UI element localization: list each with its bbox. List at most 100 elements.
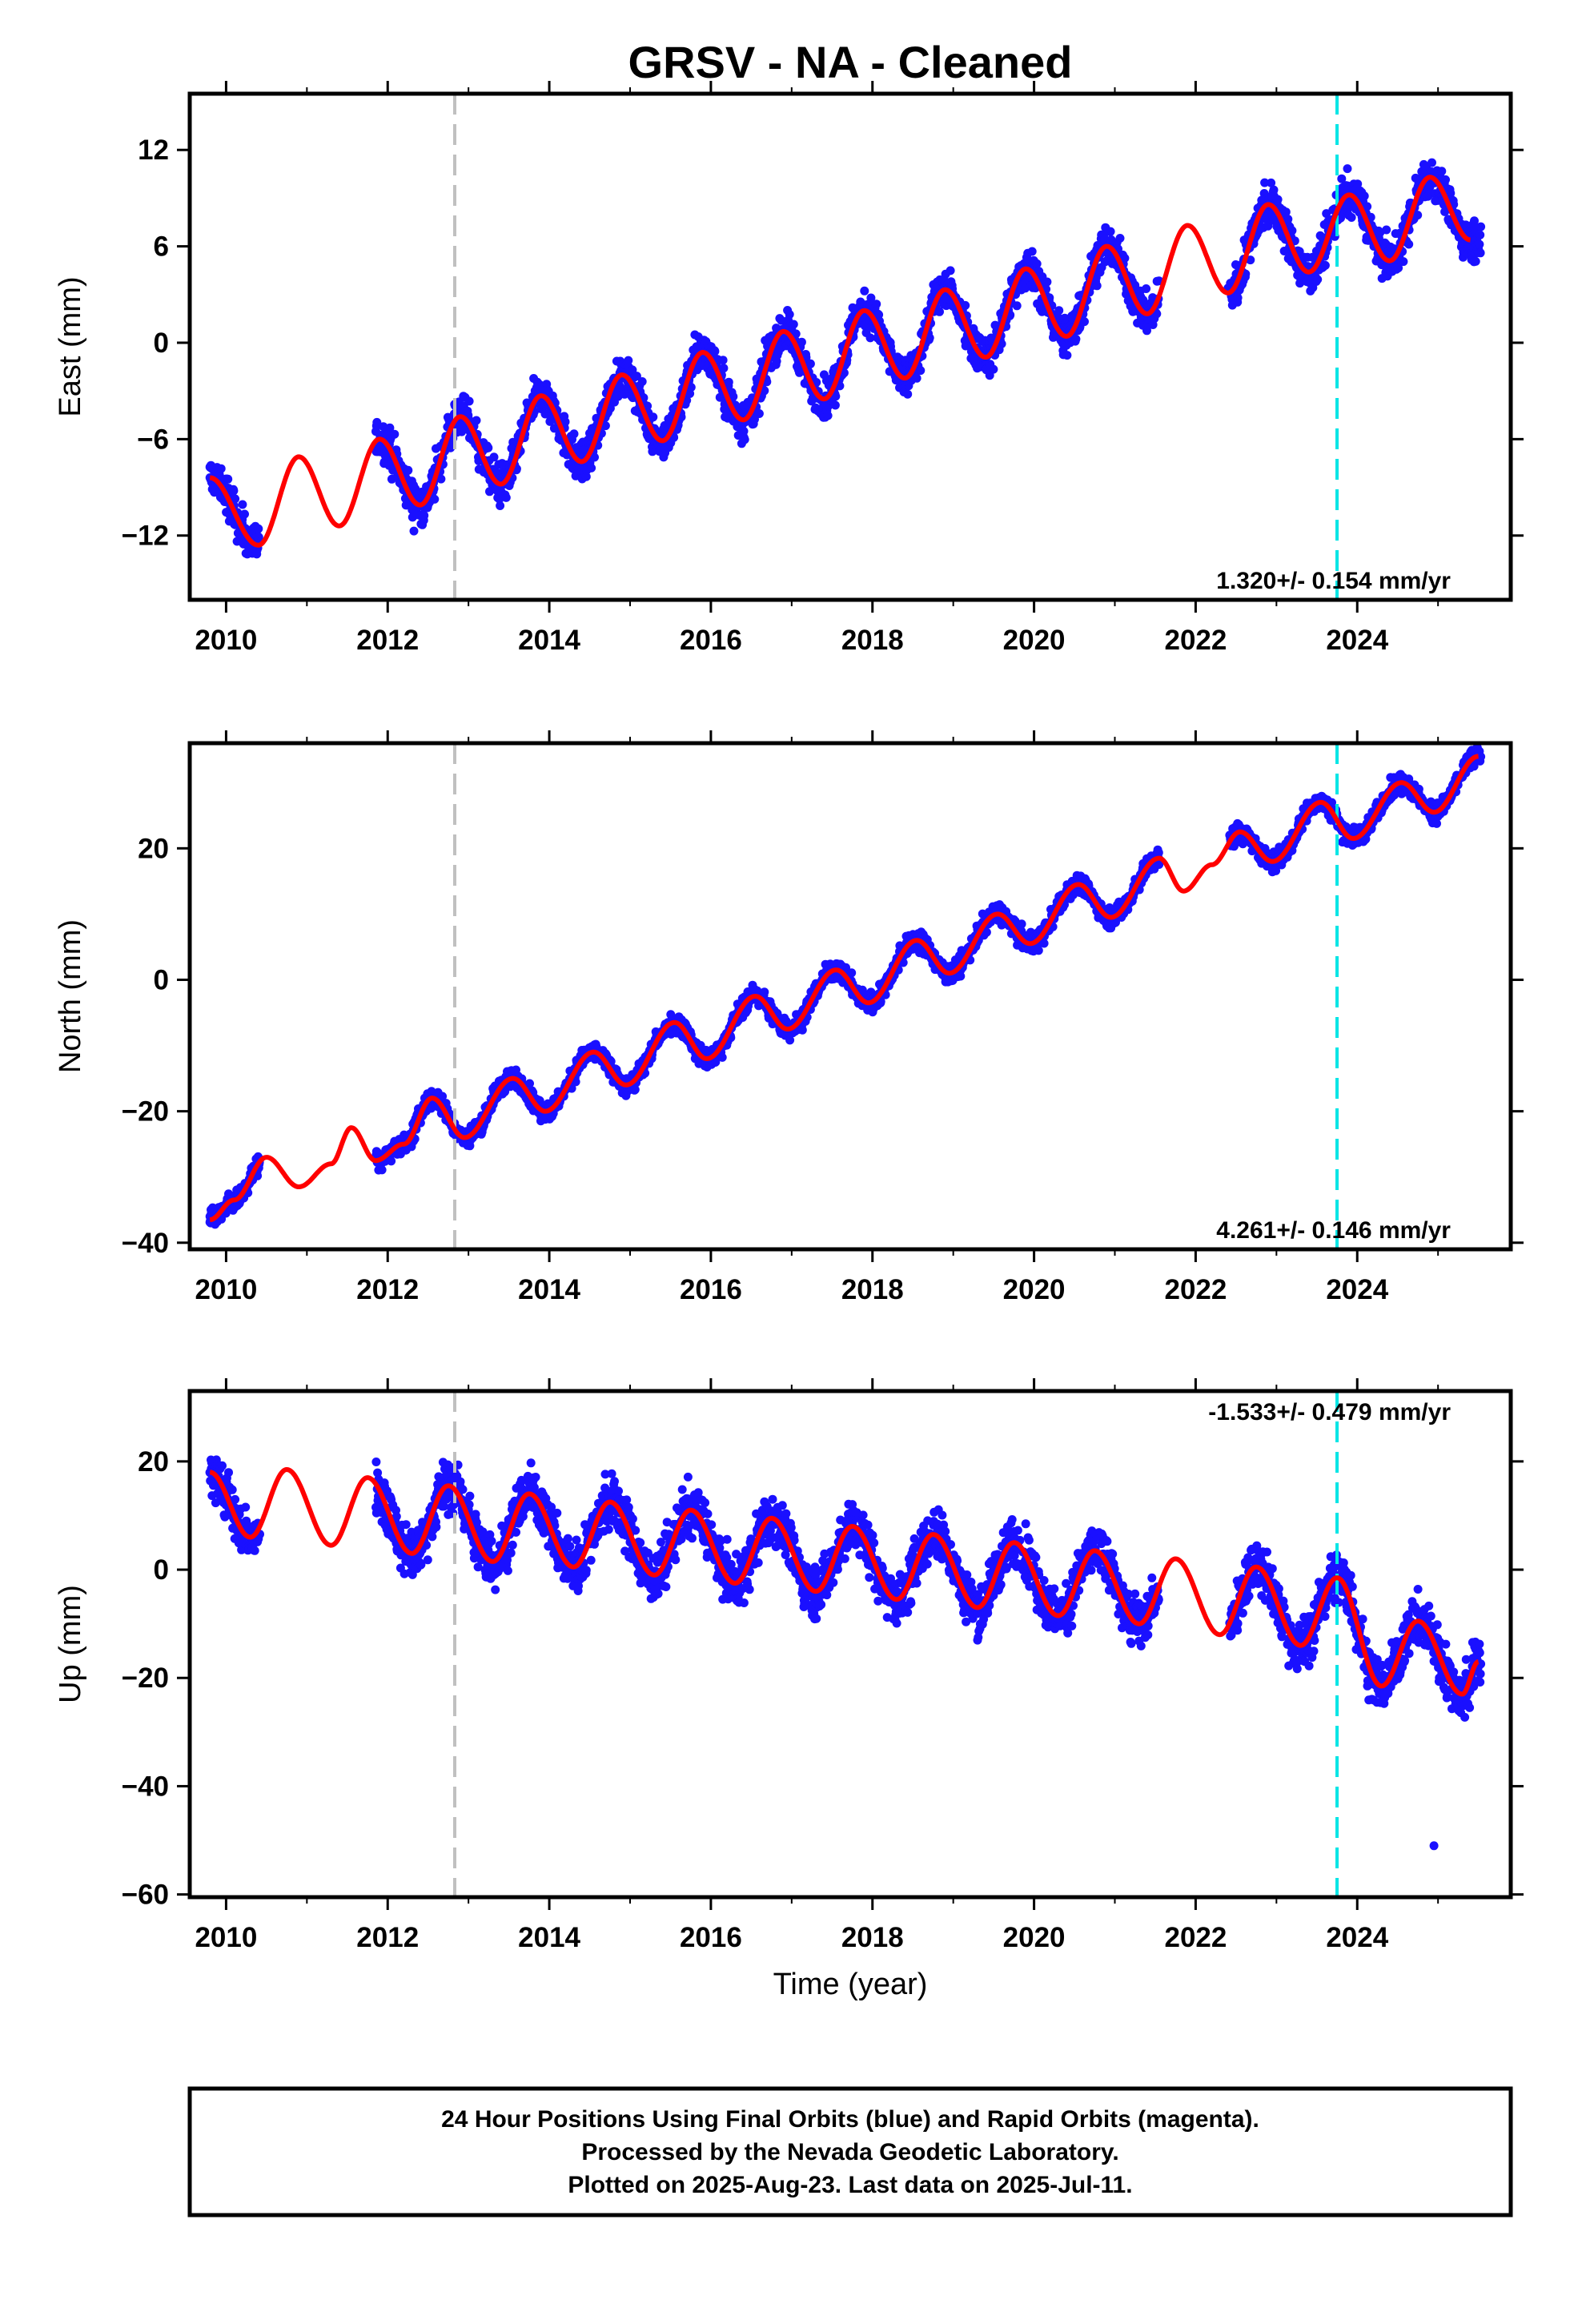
east-x-tick-label: 2010 xyxy=(195,625,257,656)
east-data-point xyxy=(830,400,840,410)
east-data-point xyxy=(420,511,429,521)
east-data-point xyxy=(710,347,720,356)
east-data-point xyxy=(1359,191,1369,201)
east-data-point xyxy=(464,396,474,406)
east-data-point xyxy=(1471,256,1480,266)
east-data-point xyxy=(372,417,382,427)
east-data-point xyxy=(390,429,400,439)
east-data-point xyxy=(1092,281,1102,291)
east-data-point xyxy=(587,463,596,472)
east-ylabel: East (mm) xyxy=(54,276,87,416)
east-data-point xyxy=(946,266,955,275)
east-data-point xyxy=(1343,164,1352,174)
east-data-point xyxy=(1012,301,1022,311)
east-x-tick-label: 2018 xyxy=(841,625,904,656)
east-y-tick-label: 6 xyxy=(154,231,169,263)
east-data-point xyxy=(1476,248,1485,258)
east-x-tick-label: 2012 xyxy=(356,625,419,656)
north-panel: 200−20−40 2010 2012 2014 2016 2018 2020 2022 20… xyxy=(54,730,1524,1305)
east-data-point xyxy=(1394,263,1403,273)
north-data-point xyxy=(1017,919,1026,929)
east-data-point xyxy=(1399,257,1408,267)
east-y-tick-label: 12 xyxy=(138,135,169,166)
east-data-point xyxy=(865,333,875,343)
east-data-point xyxy=(1106,227,1115,236)
east-data-point xyxy=(754,409,764,418)
east-data-point xyxy=(1437,167,1447,176)
east-y-tick-label: −12 xyxy=(122,521,169,552)
north-data-point xyxy=(847,968,857,978)
east-data-point xyxy=(628,365,637,375)
east-data-point xyxy=(216,464,226,473)
east-data-point xyxy=(785,310,794,320)
east-data-point xyxy=(223,474,233,484)
figure-title: GRSV - NA - Cleaned xyxy=(628,37,1073,87)
east-data-point xyxy=(823,411,833,420)
east-data-point xyxy=(935,307,944,316)
east-data-point xyxy=(238,500,247,509)
east-data-point xyxy=(925,333,934,343)
east-data-point xyxy=(404,465,413,475)
east-data-point xyxy=(916,366,926,376)
east-data-point xyxy=(446,443,456,452)
east-data-point xyxy=(961,300,970,310)
east-data-point xyxy=(643,401,652,411)
north-data-point xyxy=(717,1052,727,1062)
east-data-point xyxy=(1054,306,1064,316)
east-data-point xyxy=(1475,239,1484,249)
east-data-point xyxy=(1320,260,1330,270)
east-data-point xyxy=(903,389,913,399)
east-data-point xyxy=(831,392,841,401)
east-data-point xyxy=(1273,195,1283,204)
east-data-point xyxy=(569,429,579,439)
east-rate-label: 1.320+/- 0.154 mm/yr xyxy=(1216,568,1451,594)
east-data-point xyxy=(1441,175,1450,184)
east-data-point xyxy=(1246,255,1255,265)
east-data-point xyxy=(648,447,657,456)
east-model-line xyxy=(209,175,1471,548)
east-data-point xyxy=(1042,277,1052,287)
east-data-point xyxy=(632,372,641,381)
east-data-point xyxy=(436,474,446,484)
east-data-point xyxy=(760,386,769,396)
east-data-point xyxy=(1152,309,1162,319)
east-data-point xyxy=(484,443,493,452)
east-data-point xyxy=(872,300,881,309)
east-data-point xyxy=(1267,178,1276,187)
east-data-point xyxy=(637,377,647,386)
east-data-point xyxy=(1413,211,1423,220)
east-data-point xyxy=(624,356,633,365)
east-data-point xyxy=(1027,247,1037,256)
east-data-point xyxy=(1287,226,1297,235)
east-data-point xyxy=(835,381,845,391)
east-events xyxy=(453,94,1339,600)
east-frame xyxy=(187,91,1513,602)
east-data-point xyxy=(489,452,499,462)
east-data-point xyxy=(740,435,749,444)
east-data-point xyxy=(1115,234,1125,243)
east-data-point xyxy=(590,452,599,462)
east-data-point xyxy=(1071,334,1081,344)
east-data-point xyxy=(1404,239,1414,249)
east-data-point xyxy=(472,416,481,425)
east-data-point xyxy=(229,486,239,496)
north-data-point xyxy=(377,1165,387,1175)
east-data-point xyxy=(1269,185,1279,195)
north-data-point xyxy=(438,1092,448,1101)
north-data-point xyxy=(760,987,769,997)
east-x-tick-label: 2022 xyxy=(1164,625,1227,656)
east-data-point xyxy=(1382,225,1391,235)
east-data-point xyxy=(729,392,738,401)
east-data-point xyxy=(501,493,511,502)
east-data-point xyxy=(409,526,419,536)
east-data-point xyxy=(648,412,658,422)
east-data-point xyxy=(1313,275,1323,284)
east-data-point xyxy=(789,320,798,329)
east-data-point xyxy=(686,383,696,392)
east-data-point xyxy=(1080,317,1089,327)
east-data-point xyxy=(485,487,494,497)
east-data-point xyxy=(496,501,505,510)
